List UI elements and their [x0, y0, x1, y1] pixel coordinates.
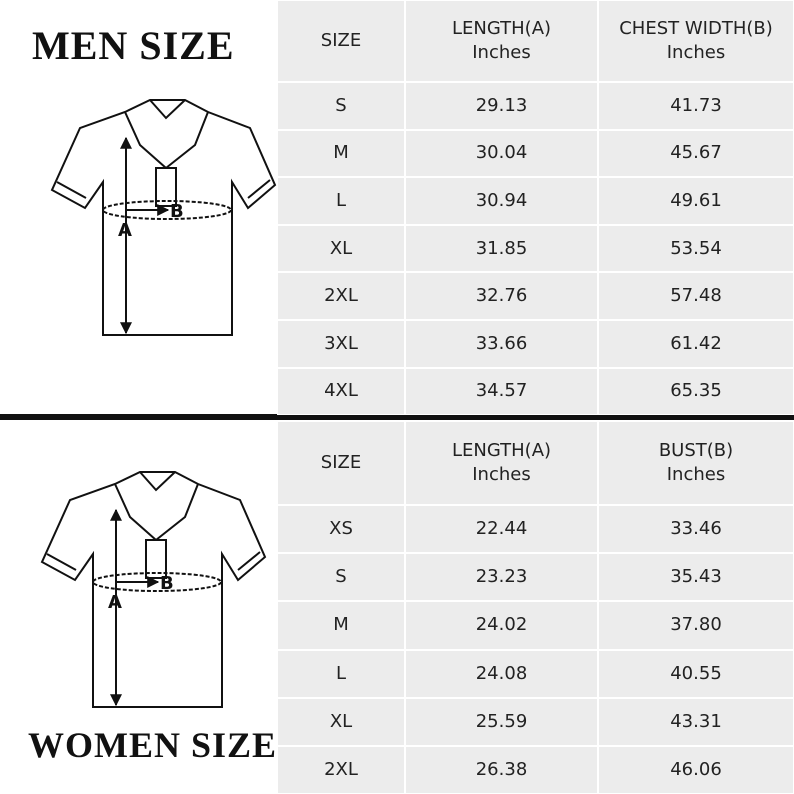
- header-cell: CHEST WIDTH(B) Inches: [598, 0, 794, 82]
- table-cell: 34.57: [405, 367, 598, 416]
- table-cell: L: [277, 649, 405, 698]
- header-text: SIZE: [320, 452, 362, 473]
- table-cell: XL: [277, 697, 405, 746]
- men-title: MEN SIZE: [32, 23, 235, 68]
- table-cell: 30.94: [405, 177, 598, 225]
- label-b: B: [170, 201, 184, 222]
- table-cell: M: [277, 129, 405, 178]
- table-cell: 30.04: [405, 129, 598, 178]
- table-cell: 37.80: [598, 601, 794, 650]
- header-text: Inches: [472, 464, 531, 485]
- table-cell: 2XL: [277, 272, 405, 320]
- table-cell: 32.76: [405, 272, 598, 320]
- header-cell: LENGTH(A) Inches: [405, 421, 598, 505]
- women-title: WOMEN SIZE: [28, 725, 278, 765]
- table-cell: XS: [277, 505, 405, 554]
- table-cell: S: [277, 553, 405, 602]
- table-cell: 24.02: [405, 601, 598, 650]
- table-cell: 33.46: [598, 505, 794, 554]
- table-cell: 53.54: [598, 224, 794, 273]
- table-cell: 2XL: [277, 746, 405, 794]
- table-cell: S: [277, 82, 405, 130]
- header-cell: SIZE: [277, 421, 405, 505]
- table-cell: 4XL: [277, 367, 405, 416]
- men-shirt: A B: [50, 99, 277, 336]
- label-a: A: [108, 592, 122, 613]
- header-text: LENGTH(A): [451, 18, 552, 39]
- table-cell: 23.23: [405, 553, 598, 602]
- header-text: Inches: [472, 42, 531, 63]
- header-cell: LENGTH(A) Inches: [405, 0, 598, 82]
- table-cell: 22.44: [405, 505, 598, 554]
- label-b: B: [160, 573, 174, 594]
- table-cell: 29.13: [405, 82, 598, 130]
- label-a: A: [118, 220, 132, 241]
- table-cell: 3XL: [277, 320, 405, 368]
- table-cell: 31.85: [405, 224, 598, 273]
- header-text: LENGTH(A): [451, 440, 552, 461]
- header-text: SIZE: [320, 30, 362, 51]
- table-cell: 26.38: [405, 746, 598, 794]
- table-cell: 41.73: [598, 82, 794, 130]
- table-cell: 40.55: [598, 649, 794, 698]
- table-cell: 49.61: [598, 177, 794, 225]
- table-cell: 43.31: [598, 697, 794, 746]
- table-cell: L: [277, 177, 405, 225]
- header-text: BUST(B): [658, 440, 734, 461]
- header-text: Inches: [666, 464, 726, 485]
- section-divider: [0, 414, 794, 420]
- header-cell: SIZE: [277, 0, 405, 82]
- table-cell: 65.35: [598, 367, 794, 416]
- header-text: Inches: [666, 42, 726, 63]
- table-cell: 45.67: [598, 129, 794, 178]
- table-cell: 61.42: [598, 320, 794, 368]
- table-cell: XL: [277, 224, 405, 273]
- table-cell: 57.48: [598, 272, 794, 320]
- table-cell: 24.08: [405, 649, 598, 698]
- header-text: CHEST WIDTH(B): [619, 18, 773, 39]
- table-cell: 33.66: [405, 320, 598, 368]
- diagrams: A B A B: [40, 99, 277, 708]
- women-shirt: A B: [40, 471, 267, 708]
- table-cell: 46.06: [598, 746, 794, 794]
- table-cell: M: [277, 601, 405, 650]
- table-cell: 35.43: [598, 553, 794, 602]
- table-cell: 25.59: [405, 697, 598, 746]
- header-cell: BUST(B) Inches: [598, 421, 794, 505]
